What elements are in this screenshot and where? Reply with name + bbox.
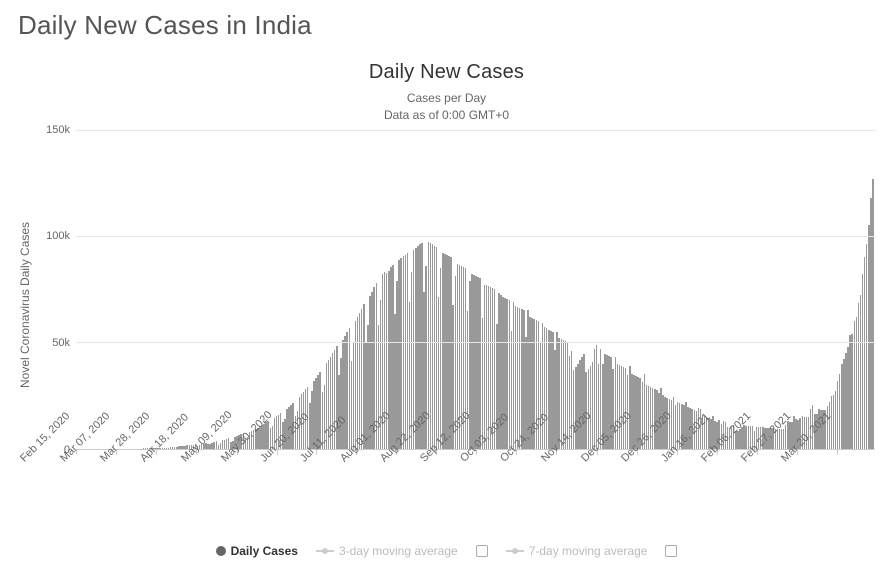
grid-line	[76, 236, 875, 237]
chart-subtitle: Cases per Day Data as of 0:00 GMT+0	[18, 90, 875, 124]
y-axis: 050k100k150k	[36, 130, 76, 450]
chart-subtitle-line-2: Data as of 0:00 GMT+0	[384, 108, 509, 122]
y-axis-label: Novel Coronavirus Daily Cases	[18, 130, 36, 450]
bar[interactable]	[872, 179, 873, 449]
bar-series	[76, 130, 875, 449]
y-tick-label: 50k	[52, 337, 70, 349]
y-tick-label: 100k	[46, 230, 70, 242]
legend-item[interactable]: 3-day moving average	[316, 544, 458, 558]
legend-marker-line-icon	[506, 550, 524, 552]
legend: Daily Cases 3-day moving average 7-day mov…	[18, 544, 875, 558]
chart-container: Daily New Cases Cases per Day Data as of…	[18, 61, 875, 558]
plot-area	[76, 130, 875, 450]
legend-marker-line-icon	[316, 550, 334, 552]
chart-title: Daily New Cases	[18, 61, 875, 84]
x-axis: Feb 15, 2020Mar 07, 2020Mar 28, 2020Apr …	[76, 450, 875, 540]
legend-marker-dot-icon	[216, 546, 226, 556]
plot-container: Novel Coronavirus Daily Cases 050k100k15…	[18, 130, 875, 450]
legend-checkbox[interactable]	[665, 545, 677, 557]
legend-checkbox[interactable]	[476, 545, 488, 557]
legend-item[interactable]: 7-day moving average	[506, 544, 648, 558]
grid-line	[76, 130, 875, 131]
legend-label: Daily Cases	[231, 544, 298, 558]
legend-label: 7-day moving average	[529, 544, 648, 558]
y-tick-label: 150k	[46, 124, 70, 136]
legend-item[interactable]: Daily Cases	[216, 544, 298, 558]
page-title: Daily New Cases in India	[18, 10, 875, 41]
x-tick-mark	[837, 450, 838, 455]
legend-label: 3-day moving average	[339, 544, 458, 558]
chart-subtitle-line-1: Cases per Day	[407, 91, 486, 105]
grid-line	[76, 342, 875, 343]
